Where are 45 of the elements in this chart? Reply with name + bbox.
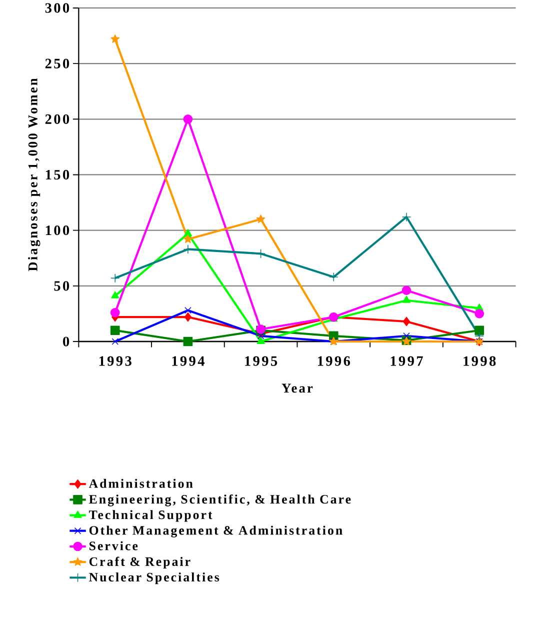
y-tick-label: 250 (46, 58, 70, 68)
point (184, 306, 192, 314)
point (110, 34, 120, 43)
legend-label: Nuclear Specialties (89, 572, 220, 584)
legend-label: Technical Support (89, 510, 212, 522)
point (402, 286, 412, 296)
legend-label: Service (90, 541, 138, 550)
point (258, 332, 264, 340)
point (402, 296, 411, 303)
legend-label: Craft & Repair (90, 556, 190, 569)
point (403, 332, 410, 340)
y-axis-title: Diagnoses per 1,000 Women (28, 78, 40, 272)
y-tick-label: 0 (63, 336, 70, 346)
point (110, 308, 120, 318)
x-tick-label: 1994 (172, 356, 205, 366)
point (111, 291, 120, 298)
point (329, 272, 338, 282)
y-tick-label: 100 (46, 226, 70, 236)
x-tick-label: 1997 (390, 356, 424, 366)
x-tick-label: 1995 (245, 356, 278, 366)
point (474, 309, 484, 318)
x-tick-label: 1998 (464, 356, 496, 366)
point (110, 273, 120, 283)
point (112, 338, 119, 345)
x-axis-title: Year (282, 384, 313, 393)
point (183, 114, 193, 124)
x-tick-label: 1996 (318, 356, 350, 366)
point (256, 336, 266, 344)
legend-label: Engineering, Scientific, & Health Care (89, 494, 351, 506)
y-tick-label: 200 (46, 114, 70, 124)
point (402, 212, 412, 222)
point (474, 331, 484, 341)
legend-label: Other Management & Administration (90, 526, 343, 538)
y-tick-label: 150 (46, 170, 70, 180)
y-tick-label: 50 (54, 281, 70, 291)
point (403, 316, 410, 326)
y-tick-label: 300 (46, 3, 70, 13)
point (256, 214, 266, 224)
point (184, 312, 192, 322)
x-tick-label: 1993 (100, 356, 132, 366)
point (474, 326, 484, 336)
point (184, 229, 192, 236)
legend-label: Administration (89, 478, 193, 488)
point (183, 336, 193, 346)
point (110, 326, 120, 336)
